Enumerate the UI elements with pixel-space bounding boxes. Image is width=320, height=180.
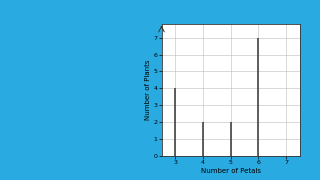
X-axis label: Number of Petals: Number of Petals <box>201 168 261 174</box>
Text: Averages
from
Tables &
Diagrams: Averages from Tables & Diagrams <box>25 32 155 142</box>
Y-axis label: Number of Plants: Number of Plants <box>145 60 151 120</box>
